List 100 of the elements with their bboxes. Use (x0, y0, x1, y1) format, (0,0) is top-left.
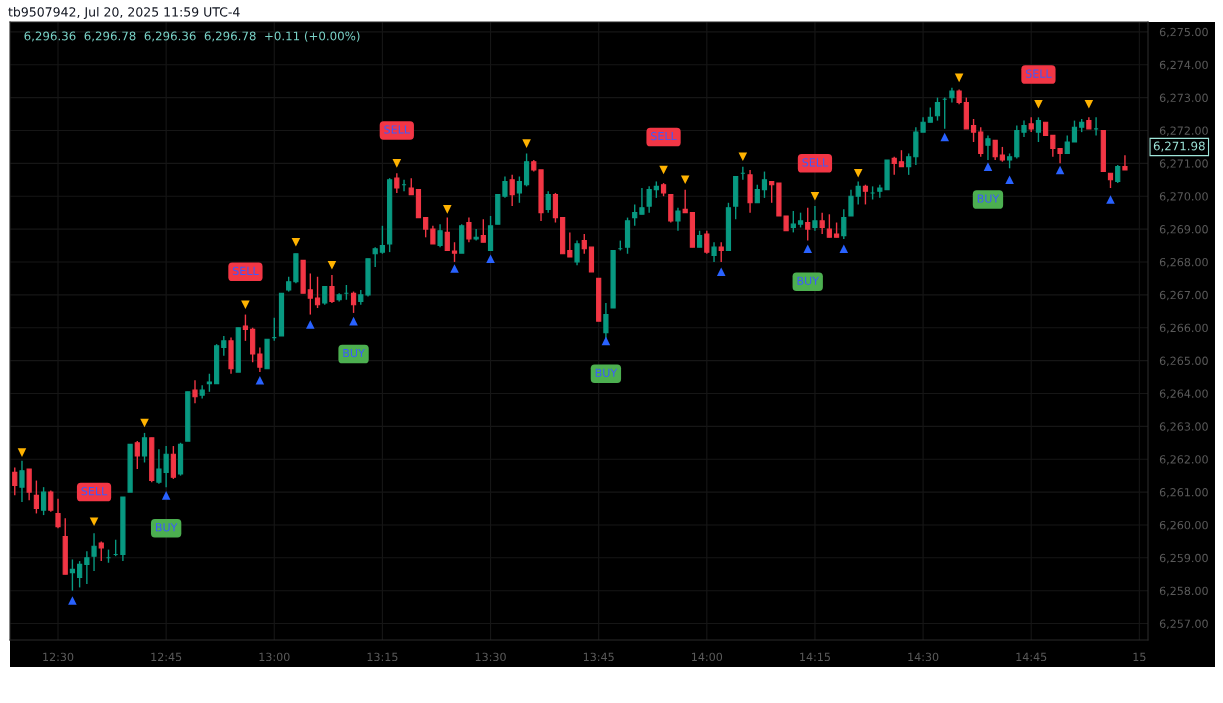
candlestick (55, 497, 61, 529)
x-tick-label: 14:15 (800, 652, 830, 662)
candlestick (545, 190, 551, 214)
candlestick (675, 207, 681, 232)
candlestick (170, 445, 176, 480)
candlestick (423, 216, 429, 239)
candlestick (805, 207, 811, 242)
candlestick (711, 241, 717, 263)
point (89, 517, 99, 526)
x-tick-label: 12:45 (151, 652, 182, 662)
candlestick (761, 170, 768, 199)
candlestick (581, 233, 587, 255)
candlestick (1122, 154, 1128, 171)
candlestick (394, 172, 400, 194)
point (522, 139, 531, 148)
y-tick-label: 6,274.00 (1159, 60, 1208, 71)
point (443, 205, 452, 214)
candlestick (206, 373, 213, 393)
candlestick (718, 241, 724, 263)
candlestick (192, 379, 198, 405)
candlestick (567, 231, 573, 258)
candlestick (372, 246, 378, 268)
candlestick (639, 187, 645, 215)
y-tick-label: 6,267.00 (1159, 290, 1208, 301)
point (803, 244, 813, 254)
y-tick-label: 6,265.00 (1159, 356, 1208, 367)
y-tick-label: 6,272.00 (1159, 126, 1208, 136)
candlestick (934, 96, 941, 122)
annotation: BUY (595, 368, 618, 377)
candlestick (430, 225, 436, 245)
point (161, 491, 171, 500)
candlestick (769, 180, 775, 204)
candlestick (754, 184, 760, 204)
candlestick (978, 126, 984, 158)
y-tick-label: 6,260.00 (1159, 520, 1208, 531)
candlestick (451, 241, 458, 263)
candlestick (646, 185, 652, 214)
y-tick-label: 6,259.00 (1159, 553, 1208, 564)
point (940, 132, 949, 142)
y-tick-label: 6,266.00 (1159, 323, 1208, 334)
candlestick (480, 218, 486, 243)
annotation: SELL (802, 158, 829, 167)
candlestick (1071, 119, 1078, 143)
candlestick (1115, 164, 1121, 184)
candlestick (314, 276, 321, 309)
candlestick (379, 225, 386, 255)
y-tick-label: 6,257.00 (1159, 619, 1208, 630)
y-tick-label: 6,261.00 (1159, 488, 1208, 498)
point (392, 159, 402, 168)
candlestick (826, 213, 832, 239)
candlestick (516, 175, 523, 204)
candlestick (473, 228, 479, 242)
candlestick (350, 290, 357, 314)
candlestick (1035, 116, 1042, 143)
candlestick (77, 560, 83, 589)
y-tick-label: 6,271.00 (1159, 159, 1208, 169)
candlestick (466, 216, 472, 243)
candlestick (12, 466, 18, 497)
annotation: SELL (651, 131, 677, 141)
candlestick (98, 540, 104, 562)
candlestick (704, 230, 710, 255)
candlestick (891, 156, 897, 176)
candlestick (552, 192, 559, 224)
candlestick (26, 468, 32, 501)
candlestick (1064, 134, 1070, 155)
candlestick (221, 335, 227, 357)
x-tick-label: 13:30 (475, 652, 506, 662)
candlestick (682, 188, 688, 214)
x-tick-label: 12:30 (43, 652, 74, 662)
point (738, 152, 748, 162)
candlestick (40, 486, 47, 516)
point (853, 168, 863, 178)
candlestick (985, 134, 991, 161)
point (68, 596, 77, 605)
x-tick-label: 15 (1133, 652, 1146, 662)
candlestick (444, 216, 450, 252)
text: 6,271.98 (1153, 141, 1205, 152)
point (241, 300, 250, 309)
candlestick (437, 223, 443, 248)
annotation: SELL (81, 486, 108, 496)
annotation: BUY (155, 523, 178, 532)
y-tick-label: 6,262.00 (1159, 455, 1208, 465)
candlestick (329, 274, 335, 304)
candlestick (574, 239, 580, 266)
y-tick-label: 6,258.00 (1159, 586, 1208, 597)
point (17, 448, 27, 457)
point (716, 267, 726, 277)
point (327, 260, 337, 270)
point (1106, 195, 1115, 204)
point (601, 336, 611, 346)
candlestick (134, 440, 140, 470)
point (983, 162, 993, 171)
point (255, 376, 265, 385)
annotation: BUY (977, 194, 1000, 203)
x-tick-label: 14:30 (908, 652, 939, 662)
candlestick (19, 460, 25, 503)
candlestick (307, 272, 313, 316)
chart-title: tb9507942, Jul 20, 2025 11:59 UTC-4 (8, 6, 240, 19)
annotation: SELL (232, 266, 259, 276)
annotation: SELL (384, 125, 410, 134)
